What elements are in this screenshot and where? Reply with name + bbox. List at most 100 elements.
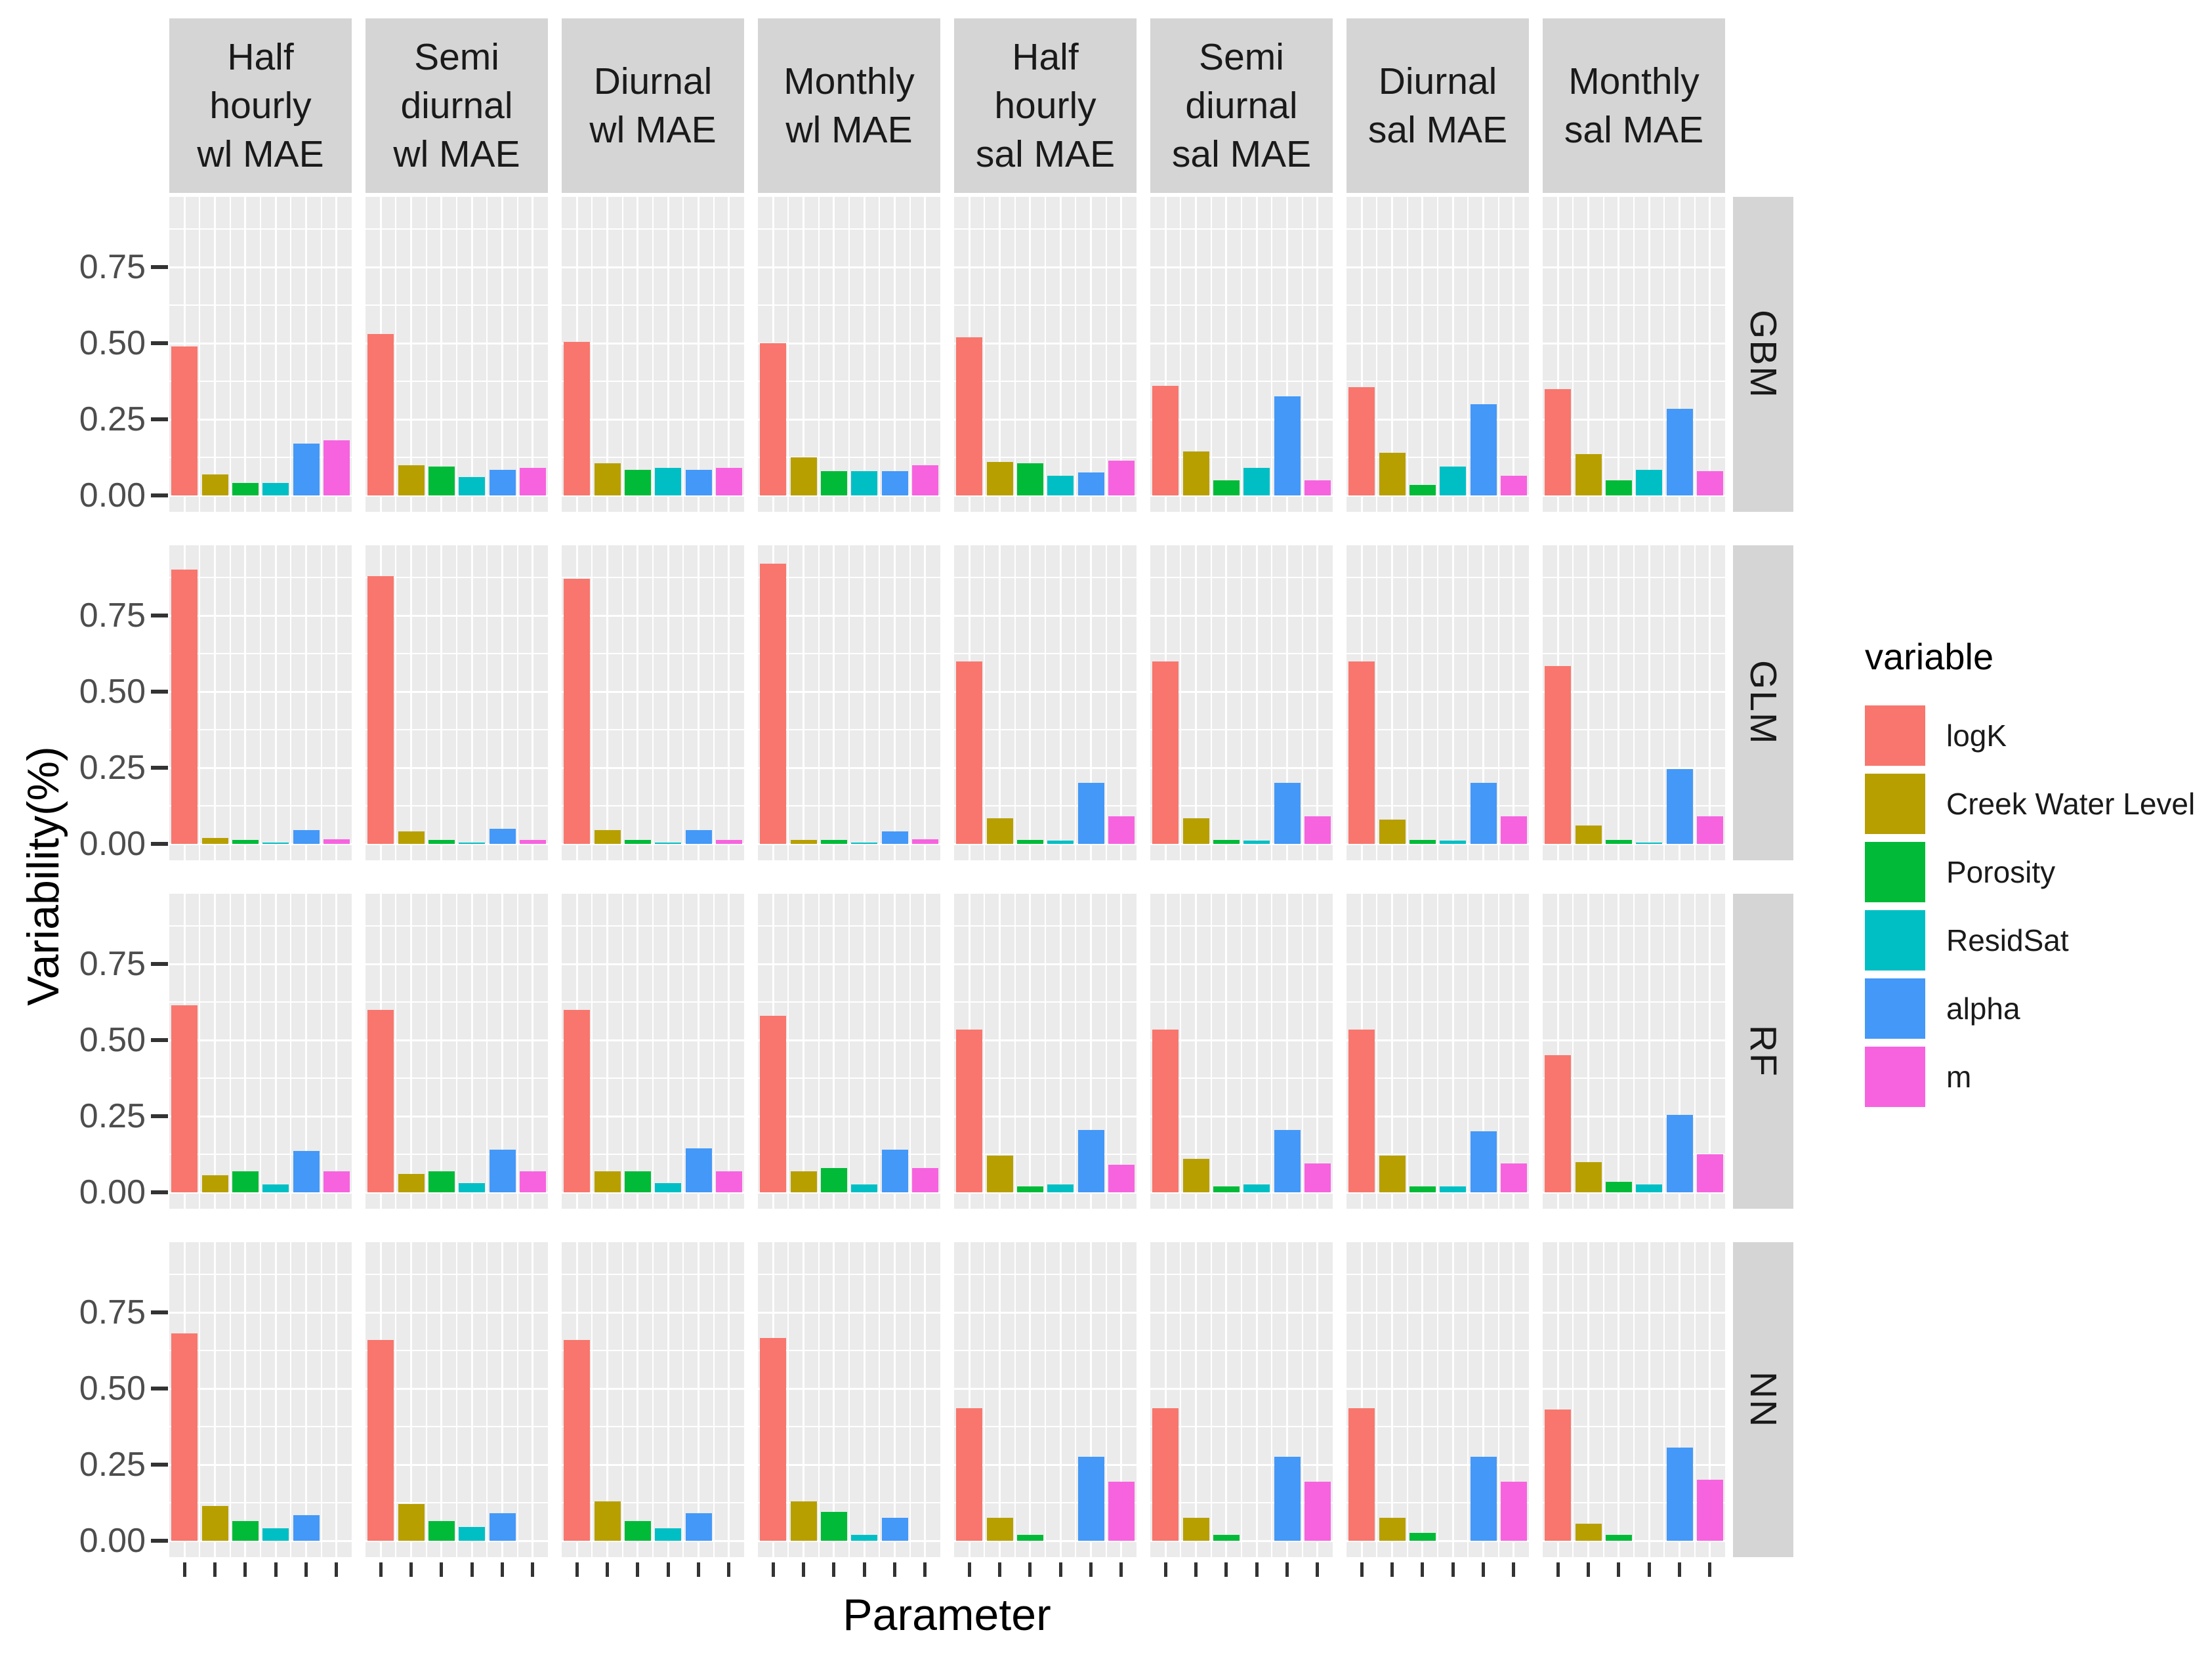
bar-logk [171,570,198,844]
gridline-major-v [924,894,927,1209]
gridline-major-h [169,614,352,617]
gridline-major-h [1543,1115,1725,1118]
bar-porosity [625,1521,651,1541]
gridline-minor-h [1150,729,1333,730]
legend: variable logK Creek Water Level Porosity Re… [1865,635,2206,1115]
gridline-minor-v [1572,545,1574,860]
gridline-major-v [698,1242,699,1557]
gridline-minor-h [169,1274,352,1275]
bar-residsat [459,1527,485,1541]
gridline-major-v [1316,197,1319,512]
bar-logk [956,661,982,844]
bar-creek-water-level [595,463,621,495]
gridline-major-v [1255,1242,1258,1557]
bar-logk [367,1340,394,1541]
gridline-minor-v [290,197,292,512]
gridline-minor-h [758,729,940,730]
bar-logk [1545,389,1571,495]
x-tick-mark [1421,1562,1424,1577]
gridline-major-h [365,342,548,345]
gridline-minor-v [682,894,684,1209]
gridline-minor-h [1543,1502,1725,1503]
gridline-minor-v [1180,1242,1182,1557]
gridline-major-h [758,1311,940,1314]
gridline-minor-v [682,1242,684,1557]
gridline-minor-v [848,545,850,860]
gridline-major-v [1195,197,1197,512]
bar-logk [564,342,590,495]
bar-porosity [625,470,651,495]
bar-m [1697,1154,1723,1192]
bar-porosity [232,840,259,844]
bar-logk [956,337,982,495]
gridline-major-h [1543,614,1725,617]
gridline-major-v [1225,1242,1228,1557]
gridline-major-h [169,1387,352,1390]
gridline-minor-h [365,1001,548,1003]
gridline-minor-h [954,1274,1137,1275]
x-tick-mark [1648,1562,1651,1577]
gridline-minor-h [562,577,744,578]
gridline-minor-v [425,197,427,512]
gridline-minor-v [1497,545,1499,860]
gridline-minor-h [954,457,1137,458]
bar-creek-water-level [1183,1518,1209,1541]
bar-creek-water-level [791,457,817,495]
gridline-minor-h [365,1274,548,1275]
col-facet-label: Half hourly wl MAE [197,36,324,175]
gridline-major-v [1059,545,1062,860]
gridline-major-h [365,1539,548,1542]
gridline-minor-h [1150,304,1333,306]
facet-panel [365,894,548,1209]
gridline-minor-v [1406,1242,1408,1557]
gridline-major-v [532,1242,534,1557]
facet-panel [1150,545,1333,860]
y-tick-mark [151,417,168,421]
gridline-major-h [758,1115,940,1118]
gridline-minor-h [954,304,1137,306]
gridline-major-h [1150,766,1333,769]
gridline-minor-h [1346,577,1529,578]
gridline-major-v [1421,197,1424,512]
gridline-minor-v [1406,894,1408,1209]
gridline-major-h [954,614,1137,617]
gridline-minor-h [1150,805,1333,806]
gridline-minor-h [365,457,548,458]
gridline-major-v [667,197,669,512]
x-tick-mark [470,1562,474,1577]
bar-creek-water-level [398,465,425,495]
gridline-major-v [1679,197,1680,512]
x-tick-mark [1285,1562,1289,1577]
gridline-major-v [698,545,699,860]
bar-logk [1152,386,1179,495]
bar-porosity [232,483,259,495]
gridline-minor-v [486,894,488,1209]
gridline-minor-h [169,1154,352,1155]
gridline-minor-v [229,894,231,1209]
gridline-minor-v [1437,894,1438,1209]
facet-panel [562,545,744,860]
gridline-minor-v [1014,197,1016,512]
bar-alpha [490,470,516,495]
x-tick-mark [1059,1562,1062,1577]
gridline-major-v [833,545,835,860]
gridline-minor-v [652,545,654,860]
gridline-minor-v [787,545,789,860]
y-tick-mark [151,1387,168,1390]
bar-alpha [882,831,908,844]
gridline-minor-v [199,545,201,860]
x-tick-mark [968,1562,971,1577]
gridline-minor-h [1346,1350,1529,1351]
gridline-major-h [1150,614,1333,617]
gridline-major-h [1543,1539,1725,1542]
gridline-major-v [1679,545,1680,860]
gridline-major-v [1587,197,1589,512]
gridline-minor-v [1301,197,1303,512]
gridline-major-v [1482,894,1484,1209]
y-tick-label: 0.25 [79,1097,146,1135]
gridline-major-v [335,545,338,860]
gridline-major-v [1617,1242,1620,1557]
gridline-major-v [501,545,503,860]
y-tick-label: 0.50 [79,673,146,711]
bar-porosity [1213,840,1240,844]
